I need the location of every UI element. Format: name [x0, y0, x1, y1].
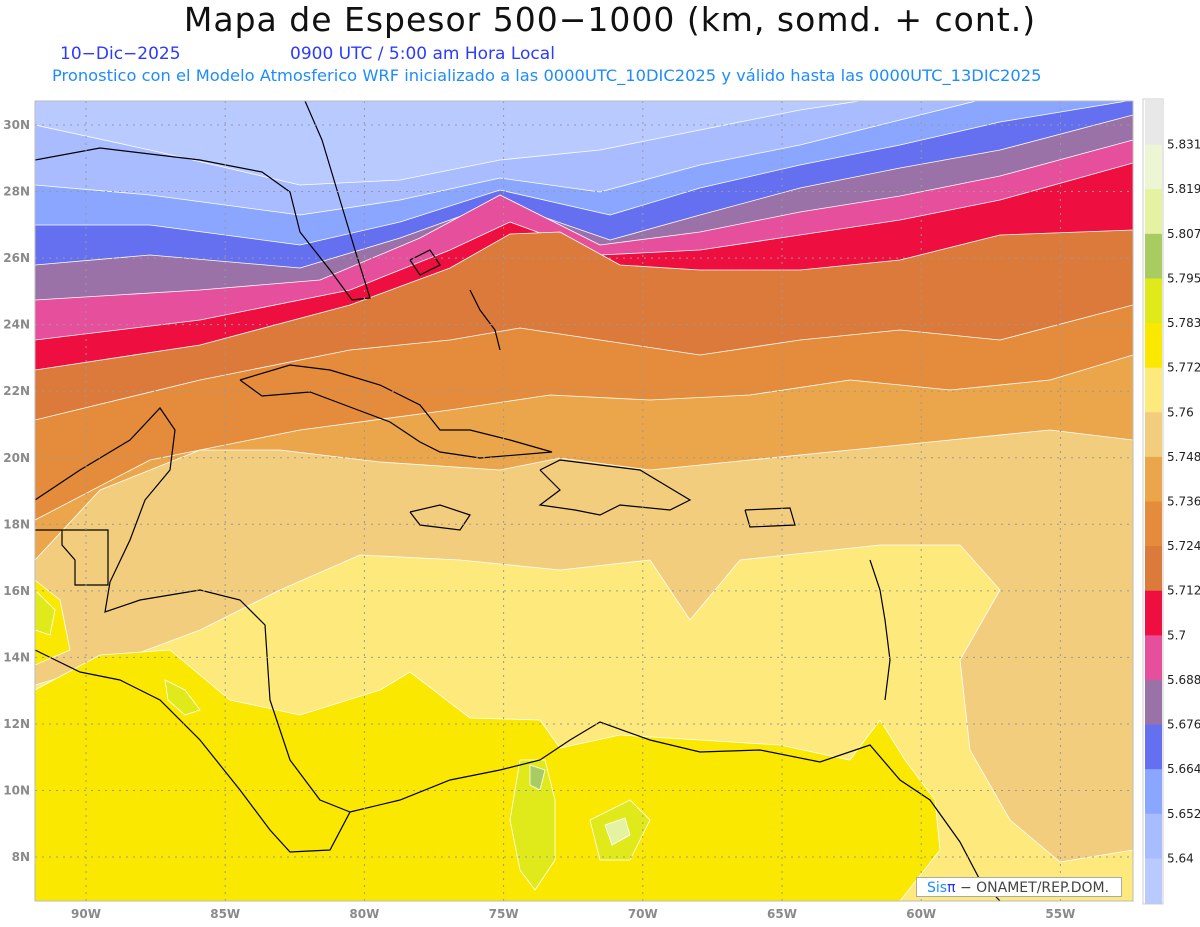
lon-label: 80W	[349, 907, 379, 921]
colorbar-label: 5.748	[1167, 450, 1200, 464]
colorbar-label: 5.772	[1167, 361, 1200, 375]
colorbar-label: 5.736	[1167, 495, 1200, 509]
contour-band	[509, 759, 556, 891]
colorbar-frame	[1142, 98, 1164, 905]
colorbar-swatch	[1145, 769, 1162, 815]
colorbar-swatch	[1145, 412, 1162, 458]
lon-label: 55W	[1045, 907, 1075, 921]
colorbar-swatch	[1145, 858, 1162, 904]
colorbar-label: 5.76	[1167, 405, 1194, 419]
lon-label: 65W	[767, 907, 797, 921]
lon-label: 75W	[489, 907, 519, 921]
colorbar-label: 5.795	[1167, 271, 1200, 285]
lat-label: 8N	[12, 850, 30, 864]
colorbar-label: 5.783	[1167, 316, 1200, 330]
colorbar-swatch	[1145, 501, 1162, 547]
colorbar-label: 5.652	[1167, 807, 1200, 821]
colorbar-swatch	[1145, 679, 1162, 726]
lat-label: 26N	[3, 251, 30, 265]
colorbar-swatch	[1145, 367, 1162, 413]
colorbar-label: 5.7	[1167, 628, 1186, 642]
colorbar-swatch	[1145, 546, 1162, 592]
coastline	[409, 249, 441, 276]
colorbar-swatch	[1145, 724, 1162, 770]
credit-brand: Sis	[927, 880, 948, 896]
lon-label: 70W	[628, 907, 658, 921]
map-frame	[34, 100, 1134, 902]
colorbar-label: 5.676	[1167, 718, 1200, 732]
colorbar-label: 5.688	[1167, 673, 1200, 687]
lat-label: 18N	[3, 517, 30, 531]
colorbar-swatch	[1145, 590, 1162, 636]
colorbar-swatch	[1145, 635, 1162, 681]
colorbar: 5.831 5.819 5.807 5.795 5.783 5.772 5.76 5.748 5…	[1142, 98, 1200, 905]
lon-label: 85W	[210, 907, 240, 921]
contour-bands	[35, 101, 1133, 901]
colorbar-swatch	[1145, 813, 1162, 859]
lat-label: 24N	[3, 318, 30, 332]
coastline	[744, 507, 796, 528]
lat-label: 20N	[3, 451, 30, 465]
colorbar-swatch	[1145, 100, 1162, 146]
lat-label: 16N	[3, 584, 30, 598]
coastline	[239, 364, 553, 459]
colorbar-swatch	[1145, 189, 1162, 235]
contour-band	[35, 589, 56, 636]
contour-band	[604, 817, 631, 846]
colorbar-label: 5.712	[1167, 584, 1200, 598]
grid-lines	[35, 101, 1133, 901]
lat-label: 28N	[3, 185, 30, 199]
coastlines	[35, 101, 1001, 901]
lat-label: 22N	[3, 384, 30, 398]
colorbar-label: 5.831	[1167, 138, 1200, 152]
colorbar-label: 5.724	[1167, 539, 1200, 553]
coastline	[35, 101, 371, 301]
colorbar-swatch	[1145, 456, 1162, 502]
lon-label: 60W	[906, 907, 936, 921]
forecast-subtitle: Pronostico con el Modelo Atmosferico WRF…	[52, 66, 1042, 85]
map-title: Mapa de Espesor 500−1000 (km, somd. + co…	[183, 0, 1037, 39]
coastline	[469, 289, 501, 351]
coastline	[35, 529, 109, 586]
contour-band	[35, 649, 941, 901]
lat-label: 10N	[3, 784, 30, 798]
colorbar-swatch	[1145, 144, 1162, 190]
coastline	[538, 459, 692, 516]
credit-text: − ONAMET/REP.DOM.	[955, 880, 1110, 896]
colorbar-swatch	[1145, 323, 1162, 369]
colorbar-label: 5.807	[1167, 227, 1200, 241]
credit-box: Sisπ − ONAMET/REP.DOM.	[916, 877, 1122, 897]
forecast-date: 10−Dic−2025	[60, 44, 181, 64]
lat-label: 12N	[3, 717, 30, 731]
lat-label: 30N	[3, 118, 30, 132]
colorbar-label: 5.64	[1167, 851, 1194, 865]
coastline	[349, 721, 1001, 901]
lat-label: 14N	[3, 650, 30, 664]
coastline	[35, 407, 351, 853]
lon-label: 90W	[71, 907, 101, 921]
coastline	[869, 559, 891, 701]
colorbar-label: 5.819	[1167, 182, 1200, 196]
coastline	[409, 504, 471, 531]
colorbar-label: 5.664	[1167, 762, 1200, 776]
colorbar-swatch	[1145, 233, 1162, 279]
credit-pi: π	[947, 880, 956, 896]
contour-band	[164, 679, 201, 716]
colorbar-swatch	[1145, 278, 1162, 324]
forecast-time: 0900 UTC / 5:00 am Hora Local	[290, 44, 555, 64]
